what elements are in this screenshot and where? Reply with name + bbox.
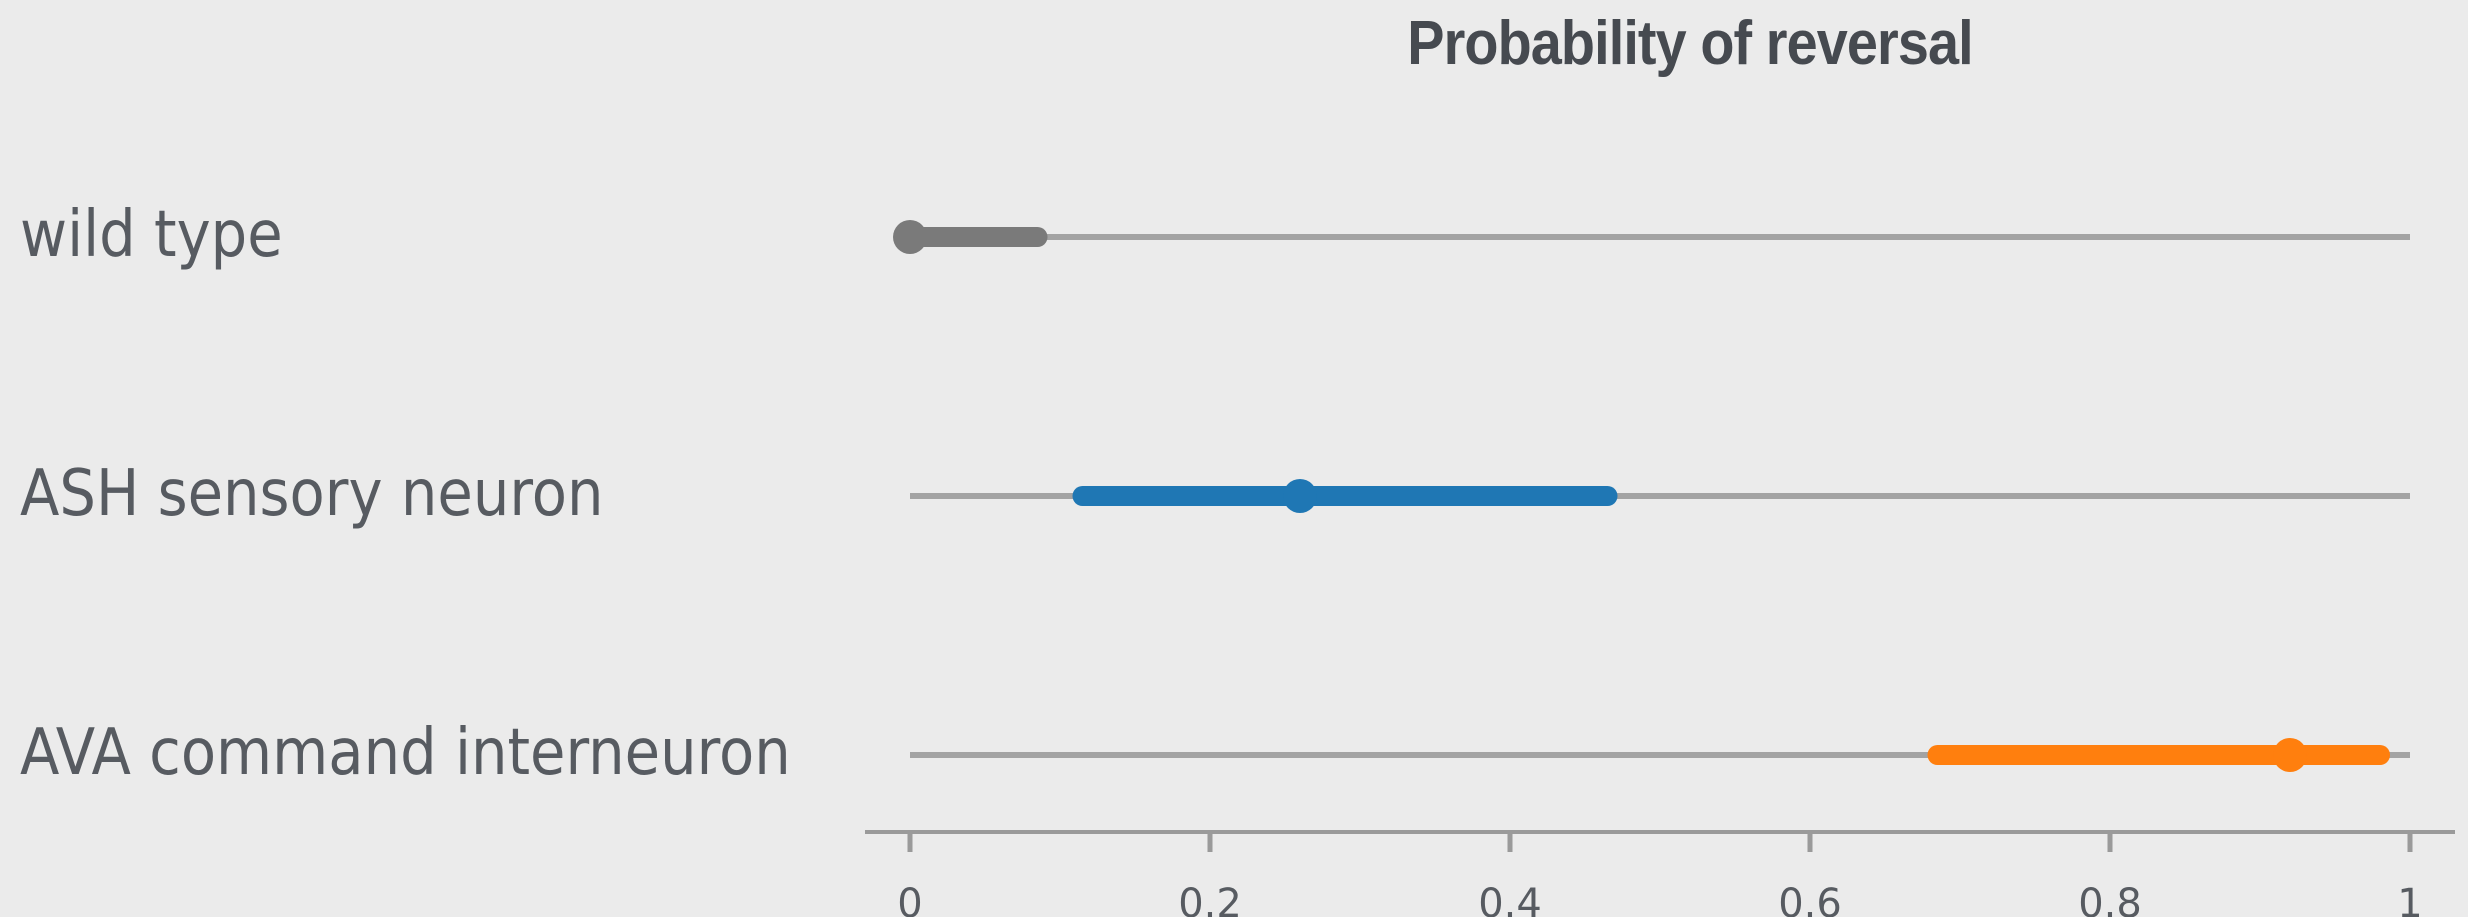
x-tick-label: 0 xyxy=(897,881,922,917)
row-label-ava-command-interneuron: AVA command interneuron xyxy=(20,716,791,790)
estimate-point xyxy=(1283,479,1317,513)
row-label-ash-sensory-neuron: ASH sensory neuron xyxy=(20,457,604,531)
row-label-wild-type: wild type xyxy=(20,198,283,272)
x-tick-label: 1 xyxy=(2397,881,2422,917)
x-tick-label: 0.6 xyxy=(1778,881,1842,917)
estimate-point xyxy=(2273,738,2307,772)
x-tick-label: 0.2 xyxy=(1178,881,1242,917)
chart-title: Probability of reversal xyxy=(1407,9,1973,78)
estimate-point xyxy=(893,220,927,254)
x-tick-label: 0.8 xyxy=(2078,881,2142,917)
x-tick-label: 0.4 xyxy=(1478,881,1542,917)
